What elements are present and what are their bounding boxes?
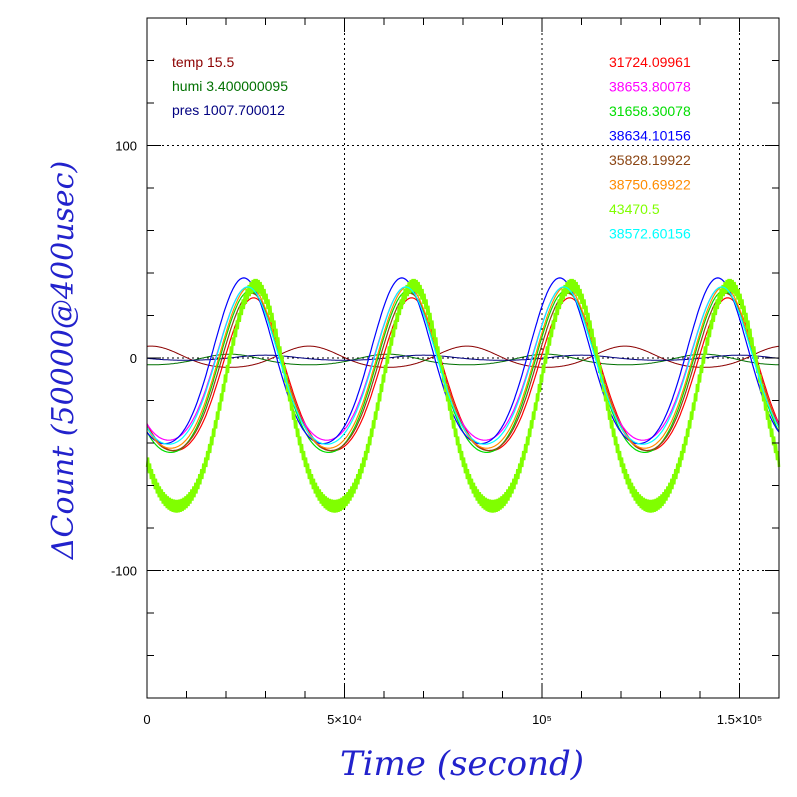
series-legend-item-1: 38653.80078 xyxy=(609,79,691,95)
y-axis-title: ΔCount (50000@400usec) xyxy=(46,161,81,560)
tick-labels: 0 5×10⁴ 10⁵ 1.5×10⁵ 100 0 -100 xyxy=(111,139,762,728)
series-legend-item-6: 43470.5 xyxy=(609,201,660,217)
x-tick-label-2: 10⁵ xyxy=(532,712,552,727)
env-legend-item-1: humi 3.400000095 xyxy=(172,78,288,94)
env-series-line-1 xyxy=(147,353,780,366)
series-line-6 xyxy=(145,278,781,513)
x-tick-label-0: 0 xyxy=(143,712,150,727)
env-series-line-2 xyxy=(146,354,780,361)
series-legend: 31724.09961 38653.80078 31658.30078 38634.1… xyxy=(609,54,691,242)
series-layer xyxy=(145,277,781,513)
y-tick-label-2: -100 xyxy=(111,564,137,579)
x-tick-label-1: 5×10⁴ xyxy=(327,712,362,727)
series-legend-item-4: 35828.19922 xyxy=(609,152,691,168)
series-legend-item-3: 38634.10156 xyxy=(609,128,691,144)
series-legend-item-5: 38750.69922 xyxy=(609,177,691,193)
y-tick-label-0: 100 xyxy=(115,139,137,154)
env-series-line-0 xyxy=(146,345,780,368)
series-legend-item-7: 38572.60156 xyxy=(609,226,691,242)
axis-ticks xyxy=(146,17,780,699)
series-line-7 xyxy=(146,286,780,445)
env-legend: temp 15.5 humi 3.400000095 pres 1007.70001… xyxy=(172,54,288,118)
series-legend-item-2: 31658.30078 xyxy=(609,103,691,119)
env-legend-item-0: temp 15.5 xyxy=(172,54,234,70)
x-tick-label-3: 1.5×10⁵ xyxy=(717,712,763,727)
series-legend-item-0: 31724.09961 xyxy=(609,54,691,70)
x-axis-title: Time (second) xyxy=(340,744,584,784)
y-tick-label-1: 0 xyxy=(130,351,137,366)
env-legend-item-2: pres 1007.700012 xyxy=(172,102,285,118)
